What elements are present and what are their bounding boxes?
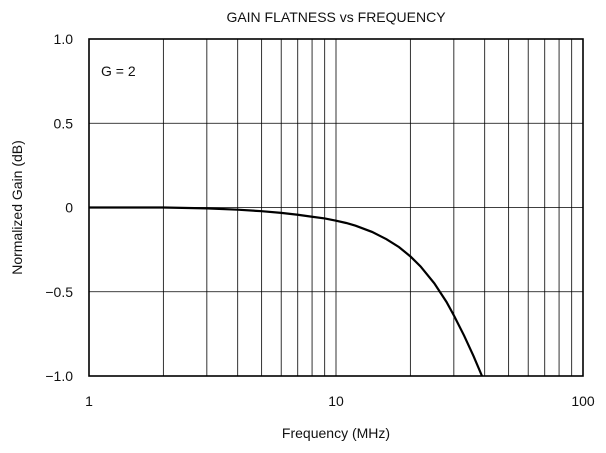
y-tick-label: 1.0 bbox=[54, 31, 74, 47]
x-axis-title: Frequency (MHz) bbox=[282, 425, 390, 441]
y-tick-label: 0 bbox=[65, 200, 73, 216]
chart-title: GAIN FLATNESS vs FREQUENCY bbox=[226, 9, 446, 25]
gain-series-line bbox=[89, 206, 484, 377]
series-layer bbox=[89, 206, 484, 377]
y-tick-label: 0.5 bbox=[54, 115, 74, 131]
labels: 1 10 100 1.0 0.5 0 −0.5 −1.0 bbox=[45, 31, 595, 409]
gain-annotation: G = 2 bbox=[101, 63, 136, 79]
y-tick-label: −1.0 bbox=[45, 368, 73, 384]
y-axis-title: Normalized Gain (dB) bbox=[9, 140, 25, 275]
x-tick-label: 100 bbox=[571, 393, 595, 409]
x-tick-label: 10 bbox=[328, 393, 344, 409]
y-tick-label: −0.5 bbox=[45, 284, 73, 300]
plot-frame bbox=[88, 38, 584, 377]
x-tick-label: 1 bbox=[85, 393, 93, 409]
